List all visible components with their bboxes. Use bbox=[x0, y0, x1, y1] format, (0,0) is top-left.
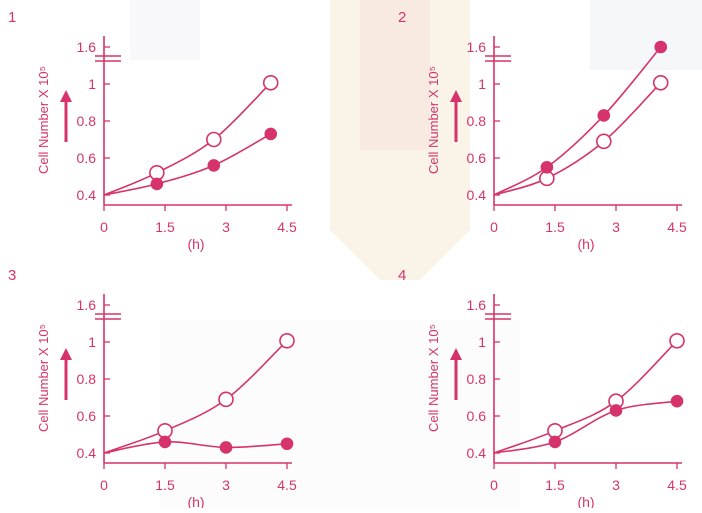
y-tick-label: 0.6 bbox=[77, 408, 97, 424]
x-axis-label: (h) bbox=[187, 494, 204, 508]
y-tick-label: 0.6 bbox=[467, 408, 487, 424]
x-tick-label: 3 bbox=[222, 477, 230, 493]
chart-panel-2: 2 0.4 0.6 0.8 1 1.6 0 1.5 3 4.5 (h) Cell Number X 1… bbox=[398, 9, 687, 252]
series-line-filled bbox=[493, 46, 662, 196]
data-point-filled bbox=[150, 177, 164, 191]
y-axis-label: Cell Number X 10⁵ bbox=[36, 324, 51, 432]
y-tick-label: 0.6 bbox=[467, 150, 487, 166]
y-tick-label: 1.6 bbox=[467, 39, 487, 55]
y-axis-label: Cell Number X 10⁵ bbox=[36, 66, 51, 174]
x-tick-label: 0 bbox=[490, 219, 498, 235]
x-tick-label: 4.5 bbox=[277, 477, 297, 493]
data-point-filled bbox=[670, 394, 684, 408]
x-tick-label: 0 bbox=[100, 219, 108, 235]
data-point-open bbox=[218, 391, 234, 408]
x-axis-label: (h) bbox=[577, 236, 594, 252]
data-point-filled bbox=[280, 437, 294, 451]
x-tick-label: 0 bbox=[490, 477, 498, 493]
x-tick-label: 1.5 bbox=[155, 219, 175, 235]
panel-label: 2 bbox=[398, 9, 406, 26]
watermark bbox=[130, 0, 702, 508]
panel-label: 1 bbox=[8, 9, 16, 26]
y-tick-label: 1 bbox=[88, 334, 96, 350]
data-point-filled bbox=[609, 404, 623, 417]
data-point-filled bbox=[654, 40, 668, 54]
y-tick-label: 0.4 bbox=[467, 445, 487, 461]
data-point-open bbox=[279, 332, 295, 349]
series-line-open bbox=[493, 340, 678, 454]
series-line-filled bbox=[493, 400, 678, 454]
data-point-open bbox=[669, 332, 685, 349]
x-tick-label: 0 bbox=[100, 477, 108, 493]
x-tick-label: 3 bbox=[612, 219, 620, 235]
data-point-filled bbox=[597, 109, 611, 122]
y-tick-label: 0.8 bbox=[77, 371, 97, 387]
y-tick-label: 1 bbox=[478, 76, 486, 92]
chart-panel-1: 1 0.4 0.6 0.8 1 1.6 0 1.5 3 4.5 (h) Cell Number X 1… bbox=[8, 9, 297, 252]
data-point-filled bbox=[540, 160, 554, 174]
series-line-open bbox=[493, 82, 662, 196]
x-tick-label: 1.5 bbox=[155, 477, 175, 493]
chart-panel-4: 4 0.4 0.6 0.8 1 1.6 0 1.5 3 4.5 (h) Cell Number X 1… bbox=[398, 267, 687, 510]
y-tick-label: 0.8 bbox=[77, 113, 97, 129]
y-tick-label: 0.8 bbox=[467, 113, 487, 129]
y-tick-label: 1 bbox=[88, 76, 96, 92]
series-line-open bbox=[103, 82, 272, 196]
x-tick-label: 1.5 bbox=[545, 219, 565, 235]
data-point-open bbox=[596, 133, 612, 150]
data-point-filled bbox=[548, 435, 562, 449]
data-point-open bbox=[262, 74, 279, 91]
data-point-open bbox=[206, 131, 222, 148]
series-line-filled bbox=[103, 441, 288, 454]
data-point-open bbox=[652, 74, 669, 91]
x-tick-label: 4.5 bbox=[667, 219, 687, 235]
x-tick-label: 4.5 bbox=[277, 219, 297, 235]
x-axis-label: (h) bbox=[577, 494, 594, 508]
y-tick-label: 0.4 bbox=[77, 187, 97, 203]
y-axis-label: Cell Number X 10⁵ bbox=[426, 66, 441, 174]
y-tick-label: 1.6 bbox=[77, 297, 97, 313]
y-axis-arrowhead bbox=[450, 90, 462, 102]
y-tick-label: 0.4 bbox=[467, 187, 487, 203]
y-tick-label: 1.6 bbox=[77, 39, 97, 55]
x-tick-label: 4.5 bbox=[667, 477, 687, 493]
y-tick-label: 0.8 bbox=[467, 371, 487, 387]
x-tick-label: 1.5 bbox=[545, 477, 565, 493]
y-axis-label: Cell Number X 10⁵ bbox=[426, 324, 441, 432]
x-axis-label: (h) bbox=[187, 236, 204, 252]
y-tick-label: 0.4 bbox=[77, 445, 97, 461]
y-tick-label: 0.6 bbox=[77, 150, 97, 166]
y-axis-arrowhead bbox=[60, 348, 72, 360]
y-tick-label: 1.6 bbox=[467, 297, 487, 313]
series-line-open bbox=[103, 340, 288, 454]
x-tick-label: 3 bbox=[612, 477, 620, 493]
chart-panel-3: 3 0.4 0.6 0.8 1 1.6 0 1.5 3 4.5 (h) Cell Number X 1… bbox=[8, 267, 297, 510]
panel-label: 4 bbox=[398, 267, 406, 284]
data-point-filled bbox=[219, 441, 233, 454]
y-axis-arrowhead bbox=[450, 348, 462, 360]
data-point-filled bbox=[207, 159, 221, 172]
panel-label: 3 bbox=[8, 267, 16, 284]
y-axis-arrowhead bbox=[60, 90, 72, 102]
x-tick-label: 3 bbox=[222, 219, 230, 235]
data-point-filled bbox=[158, 435, 172, 449]
series-line-filled bbox=[103, 133, 272, 196]
data-point-filled bbox=[264, 127, 278, 141]
y-tick-label: 1 bbox=[478, 334, 486, 350]
